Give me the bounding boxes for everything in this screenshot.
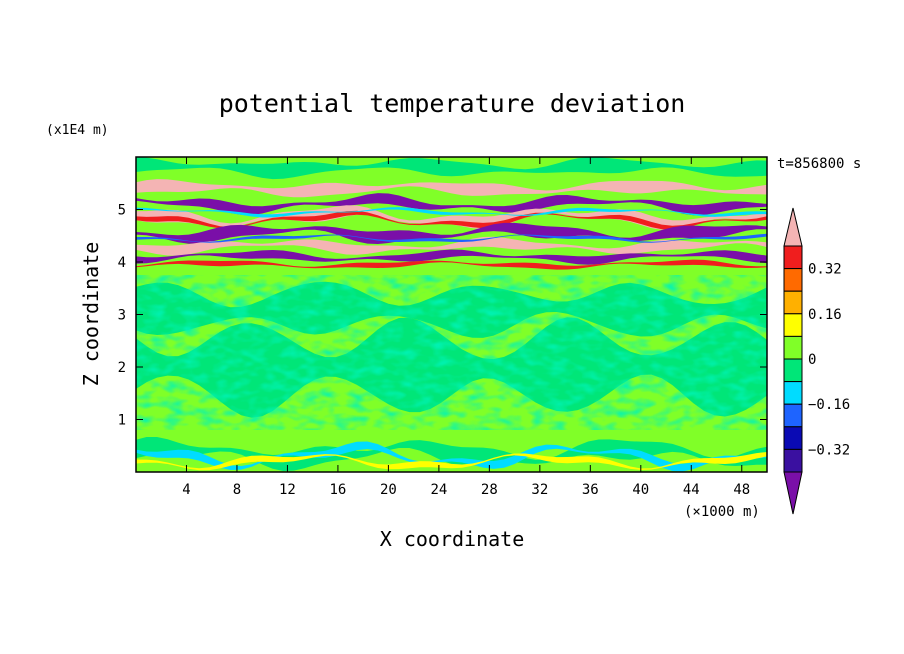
x-tick-label: 20 bbox=[380, 482, 397, 498]
x-tick-label: 24 bbox=[430, 482, 447, 498]
colorbar-swatch bbox=[783, 403, 803, 428]
x-tick-label: 16 bbox=[329, 482, 346, 498]
colorbar-label: −0.16 bbox=[808, 397, 850, 413]
band-upper-6 bbox=[136, 236, 767, 256]
colorbar-top-arrow bbox=[783, 207, 803, 247]
x-tick-label: 32 bbox=[531, 482, 548, 498]
x-axis: 4 8 12 16 20 24 28 32 36 40 44 48 bbox=[182, 157, 750, 498]
colorbar-swatch bbox=[783, 268, 803, 292]
x-tick-label: 28 bbox=[481, 482, 498, 498]
plot-texture bbox=[136, 275, 767, 430]
colorbar-swatch bbox=[783, 290, 803, 315]
band-upper-10 bbox=[136, 233, 767, 243]
band-upper-1 bbox=[136, 179, 767, 198]
colorbar-label: −0.32 bbox=[808, 442, 850, 458]
band-upper-9 bbox=[136, 207, 767, 218]
colorbar-label: 0.16 bbox=[808, 307, 842, 323]
y-tick-label: 1 bbox=[118, 413, 126, 429]
colorbar-swatch bbox=[783, 313, 803, 337]
x-tick-label: 36 bbox=[582, 482, 599, 498]
colorbar: 0.32 0.16 0 −0.16 −0.32 bbox=[783, 207, 850, 515]
x-tick-label: 48 bbox=[733, 482, 750, 498]
y-unit-label: (x1E4 m) bbox=[46, 123, 109, 138]
colorbar-swatch bbox=[783, 245, 803, 270]
x-tick-label: 44 bbox=[683, 482, 700, 498]
band-upper-neutral bbox=[136, 157, 767, 180]
y-tick-label: 4 bbox=[118, 255, 126, 271]
x-tick-label: 40 bbox=[632, 482, 649, 498]
x-axis-label: X coordinate bbox=[380, 527, 525, 551]
colorbar-swatch bbox=[783, 426, 803, 450]
colorbar-label: 0 bbox=[808, 352, 816, 368]
colorbar-bottom-arrow bbox=[783, 471, 803, 515]
y-axis: 1 2 3 4 5 bbox=[118, 203, 767, 429]
y-tick-label: 2 bbox=[118, 360, 126, 376]
x-unit-label: (×1000 m) bbox=[684, 504, 760, 520]
colorbar-swatch bbox=[783, 448, 803, 473]
colorbar-swatch bbox=[783, 358, 803, 383]
x-tick-label: 8 bbox=[233, 482, 241, 498]
colorbar-swatch bbox=[783, 335, 803, 360]
y-axis-label: Z coordinate bbox=[79, 242, 103, 387]
band-low-2 bbox=[136, 441, 767, 472]
time-label: t=856800 s bbox=[777, 156, 861, 172]
band-upper-4 bbox=[136, 210, 767, 230]
band-low-1 bbox=[136, 437, 767, 471]
y-tick-label: 3 bbox=[118, 308, 126, 324]
band-upper-2 bbox=[136, 193, 767, 216]
band-upper-7 bbox=[136, 249, 767, 265]
x-tick-label: 4 bbox=[182, 482, 190, 498]
y-tick-label: 5 bbox=[118, 203, 126, 219]
colorbar-swatch bbox=[783, 381, 803, 405]
x-tick-label: 12 bbox=[279, 482, 296, 498]
band-low-3 bbox=[136, 452, 767, 471]
colorbar-label: 0.32 bbox=[808, 262, 842, 278]
chart-title: potential temperature deviation bbox=[219, 89, 686, 118]
plot-area bbox=[136, 157, 767, 472]
band-upper-8 bbox=[136, 259, 767, 270]
